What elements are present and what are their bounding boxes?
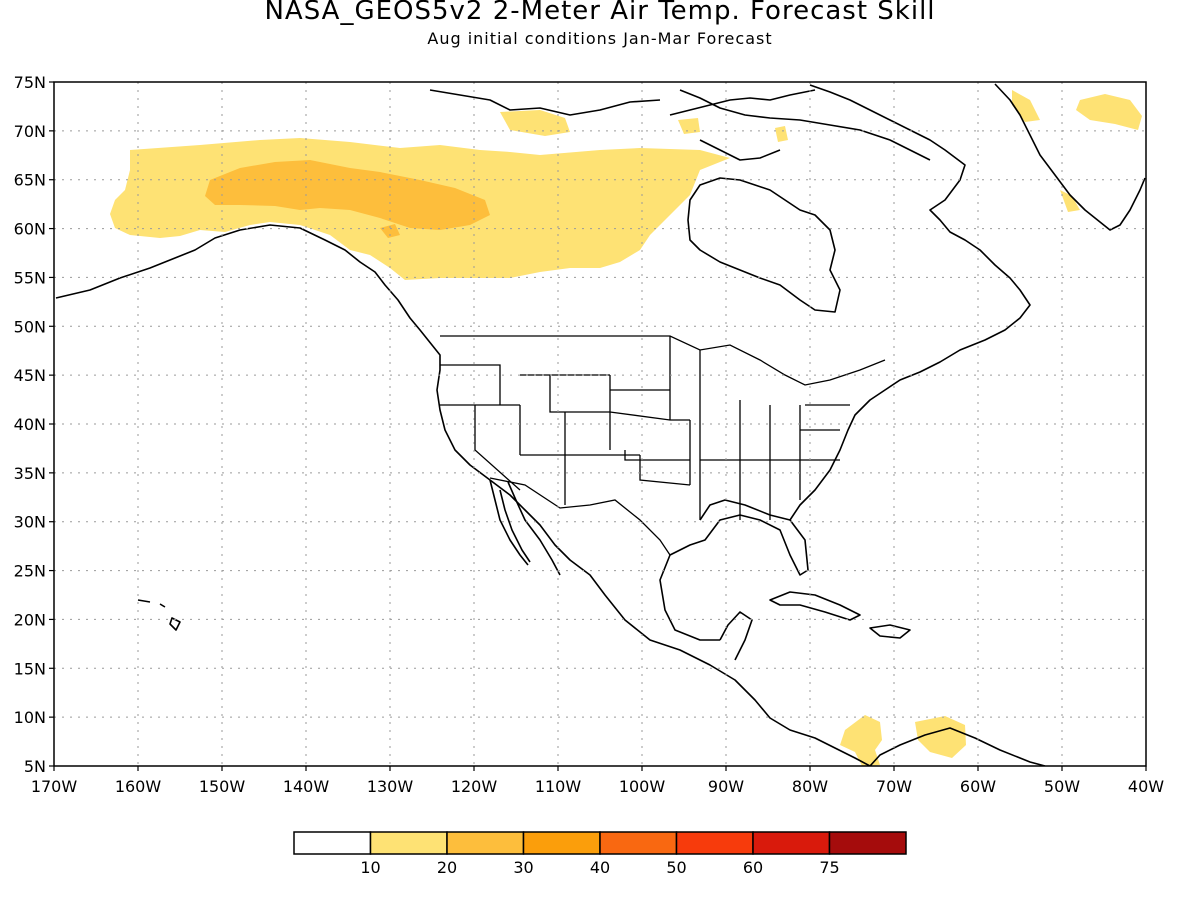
lon-label: 70W (876, 777, 912, 796)
colorbar-swatch (369, 831, 448, 855)
skill-region-greenland-east-10 (1076, 94, 1142, 130)
us-state-lines (440, 336, 850, 520)
lat-label: 50N (14, 317, 46, 336)
arctic-islands-outline (429, 89, 931, 161)
baja-peninsula (489, 479, 529, 566)
lon-label: 140W (283, 777, 330, 796)
lat-label: 35N (14, 464, 46, 483)
lat-label: 10N (14, 708, 46, 727)
colorbar-swatch (675, 831, 754, 855)
us-mexico-border (489, 477, 671, 556)
colorbar-label: 10 (360, 858, 380, 877)
colorbar-swatch (446, 831, 525, 855)
skill-region-hudson-10 (775, 126, 788, 142)
colorbar-label: 60 (743, 858, 763, 877)
cuba-outline (769, 591, 861, 621)
lon-label: 40W (1128, 777, 1164, 796)
lon-label: 60W (960, 777, 996, 796)
lon-label: 170W (31, 777, 78, 796)
lat-label: 45N (14, 366, 46, 385)
latitude-labels: 75N 70N 65N 60N 55N 50N 45N 40N 35N 30N 25N 20N 15N 1… (14, 73, 46, 776)
skill-region-arctic-islands-10 (500, 110, 570, 136)
skill-region-greenland-south-10 (1060, 190, 1080, 212)
lat-label: 25N (14, 562, 46, 581)
skill-region-greenland-coast-10 (1012, 90, 1040, 122)
north-america-outline (55, 84, 1046, 766)
us-canada-border (440, 335, 886, 386)
longitude-labels: 170W 160W 150W 140W 130W 120W 110W 100W 90W 80W 70… (31, 777, 1164, 796)
hawaii-outline (137, 599, 181, 631)
lat-label: 20N (14, 610, 46, 629)
colorbar-label: 50 (666, 858, 686, 877)
lon-label: 50W (1044, 777, 1080, 796)
skill-region-alaska-canada-20 (205, 160, 490, 230)
lon-label: 130W (367, 777, 414, 796)
skill-region-south-america-10a (840, 715, 882, 766)
skill-shading (110, 90, 1142, 766)
lat-label: 15N (14, 659, 46, 678)
lon-label: 90W (708, 777, 744, 796)
colorbar-swatch (599, 831, 678, 855)
colorbar-swatch (828, 831, 907, 855)
lon-label: 160W (115, 777, 162, 796)
lat-label: 65N (14, 171, 46, 190)
colorbar-label: 30 (513, 858, 533, 877)
map-title: NASA_GEOS5v2 2-Meter Air Temp. Forecast … (264, 0, 936, 26)
lat-label: 5N (24, 757, 46, 776)
colorbar-label: 40 (590, 858, 610, 877)
colorbar-swatch (752, 831, 831, 855)
graticule (54, 82, 1146, 766)
colorbar-swatch (293, 831, 372, 855)
colorbar: 10 20 30 40 50 60 75 (293, 831, 907, 877)
axis-ticks (49, 81, 1147, 771)
lon-label: 120W (451, 777, 498, 796)
lat-label: 40N (14, 415, 46, 434)
lon-label: 150W (199, 777, 246, 796)
state-boundaries (440, 335, 886, 556)
colorbar-label: 20 (437, 858, 457, 877)
skill-region-arctic-10b (678, 118, 700, 134)
skill-region-canada-20b (380, 224, 400, 238)
map-subtitle: Aug initial conditions Jan-Mar Forecast (427, 29, 773, 48)
lat-label: 30N (14, 513, 46, 532)
lon-label: 80W (792, 777, 828, 796)
lon-label: 100W (619, 777, 666, 796)
lon-label: 110W (535, 777, 582, 796)
skill-region-south-america-10b (915, 716, 966, 758)
lat-label: 75N (14, 73, 46, 92)
colorbar-swatch (522, 831, 601, 855)
gulf-of-california (499, 481, 561, 576)
greenland-outline (994, 83, 1146, 231)
lat-label: 70N (14, 122, 46, 141)
lat-label: 60N (14, 220, 46, 239)
colorbar-label: 75 (819, 858, 839, 877)
hispaniola-outline (869, 624, 911, 639)
lat-label: 55N (14, 268, 46, 287)
coastlines (55, 83, 1146, 766)
